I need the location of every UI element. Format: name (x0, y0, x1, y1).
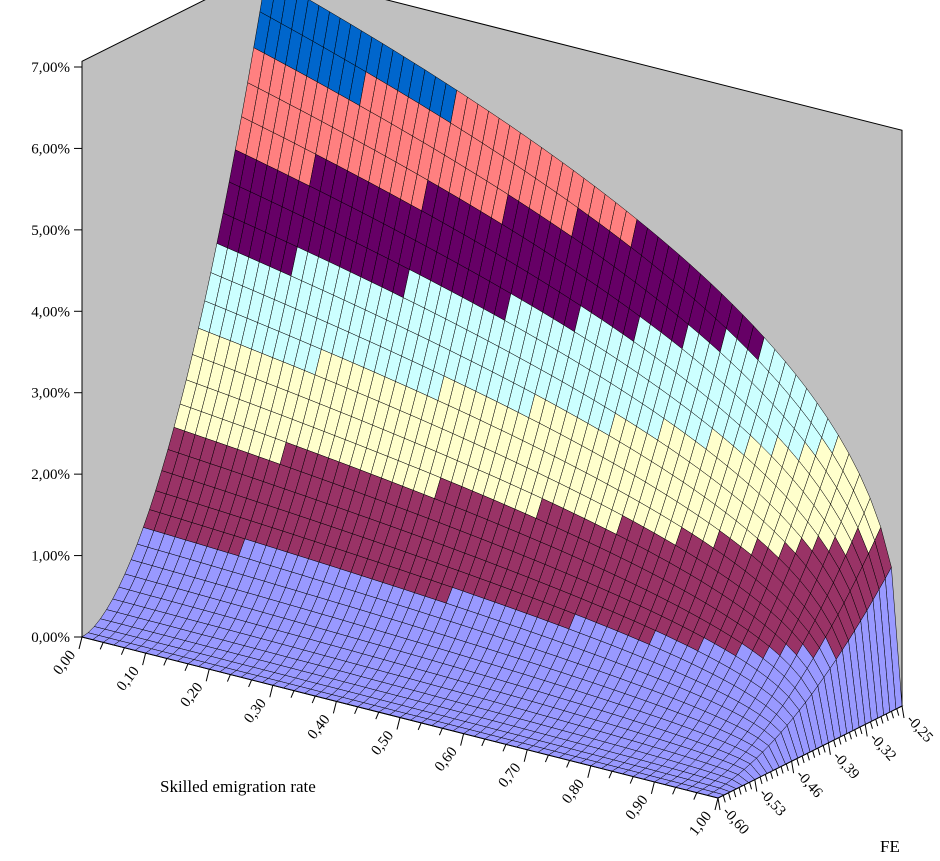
x-tick-mark (120, 647, 125, 655)
z-tick-label: 4,00% (31, 304, 70, 320)
x-tick-label: 0,00 (50, 648, 79, 679)
fe-tick-label: -0,53 (756, 786, 789, 820)
x-tick-mark (438, 728, 443, 736)
x-tick-mark (566, 760, 571, 768)
x-tick-label: 0,60 (432, 744, 461, 775)
x-tick-mark (544, 754, 549, 763)
fe-tick-label: -0,32 (866, 730, 899, 764)
fe-tick-label: -0,25 (903, 712, 936, 746)
z-tick-label: 3,00% (31, 386, 70, 402)
z-tick-label: 6,00% (31, 141, 70, 157)
fe-tick-mark (822, 745, 826, 753)
x-tick-mark (502, 744, 507, 752)
fe-tick-mark (801, 755, 805, 764)
x-tick-mark (205, 669, 210, 682)
fe-tick-mark (754, 779, 758, 792)
x-tick-mark (226, 674, 231, 682)
x-tick-mark (248, 679, 253, 688)
x-tick-mark (78, 636, 83, 650)
fe-tick-mark (896, 708, 900, 716)
x-tick-mark (354, 706, 359, 714)
x-tick-mark (375, 711, 380, 720)
fe-tick-mark (864, 724, 868, 737)
fe-tick-mark (812, 750, 816, 758)
x-tick-mark (587, 765, 592, 778)
x-tick-label: 1,00 (686, 809, 715, 840)
x-tick-mark (481, 738, 486, 747)
surface-mesh (81, 0, 903, 799)
fe-tick-mark (791, 761, 795, 774)
fe-tick-mark (833, 740, 837, 748)
x-tick-mark (417, 722, 422, 731)
x-tick-mark (523, 749, 528, 762)
fe-tick-mark (838, 737, 842, 745)
fe-tick-mark (722, 795, 726, 803)
fe-tick-mark (796, 758, 800, 766)
fe-tick-mark (848, 732, 852, 740)
fe-tick-mark (880, 716, 884, 724)
z-tick-label: 0,00% (31, 630, 70, 646)
x-axis-title: Skilled emigration rate (160, 777, 316, 796)
x-tick-mark (650, 781, 655, 795)
x-tick-label: 0,20 (178, 680, 207, 711)
x-tick-mark (460, 733, 465, 746)
fe-tick-mark (875, 719, 879, 727)
fe-tick-mark (780, 766, 784, 774)
x-tick-label: 0,90 (623, 793, 652, 824)
x-tick-mark (163, 658, 168, 666)
x-tick-label: 0,30 (241, 696, 270, 727)
x-tick-mark (269, 685, 274, 698)
x-tick-mark (714, 797, 719, 811)
fe-tick-mark (759, 776, 763, 785)
x-tick-label: 0,70 (496, 760, 525, 791)
fe-tick-mark (733, 789, 737, 798)
x-tick-mark (693, 792, 698, 800)
fe-tick-mark (770, 771, 774, 779)
x-tick-mark (184, 663, 189, 672)
x-tick-label: 0,10 (114, 664, 143, 695)
x-tick-mark (672, 787, 677, 795)
fe-tick-mark (854, 729, 858, 737)
z-tick-label: 2,00% (31, 467, 70, 483)
fe-tick-mark (775, 768, 779, 777)
fe-tick-mark (806, 753, 810, 761)
fe-tick-mark (743, 784, 747, 792)
fe-tick-mark (749, 782, 753, 790)
z-tick-label: 7,00% (31, 60, 70, 76)
fe-tick-mark (843, 734, 847, 743)
fe-tick-mark (859, 726, 863, 735)
x-tick-mark (311, 695, 316, 704)
x-tick-mark (608, 770, 613, 779)
x-tick-mark (396, 717, 401, 730)
fe-tick-mark (785, 763, 789, 771)
fe-tick-mark (728, 792, 731, 800)
fe-tick-mark (885, 713, 889, 722)
x-tick-mark (99, 642, 104, 650)
fe-tick-label: -0,60 (719, 804, 752, 838)
x-tick-mark (142, 652, 147, 666)
fe-tick-mark (717, 797, 721, 811)
x-tick-mark (290, 690, 295, 698)
z-tick-label: 5,00% (31, 223, 70, 239)
x-tick-label: 0,50 (368, 728, 397, 759)
x-tick-label: 0,80 (559, 776, 588, 807)
x-tick-mark (629, 776, 634, 784)
fe-tick-mark (817, 747, 821, 756)
fe-tick-mark (764, 774, 768, 782)
fe-tick-mark (827, 742, 831, 755)
fe-tick-mark (901, 705, 905, 719)
fe-tick-label: -0,46 (793, 767, 826, 801)
z-tick-label: 1,00% (31, 549, 70, 565)
fe-tick-mark (869, 721, 873, 729)
fe-tick-mark (891, 711, 894, 719)
x-tick-label: 0,40 (305, 712, 334, 743)
x-tick-mark (332, 701, 337, 714)
fe-axis-line (717, 705, 903, 799)
fe-axis-title: FE (880, 837, 900, 856)
fe-tick-mark (738, 787, 742, 795)
fe-tick-label: -0,39 (829, 749, 862, 783)
